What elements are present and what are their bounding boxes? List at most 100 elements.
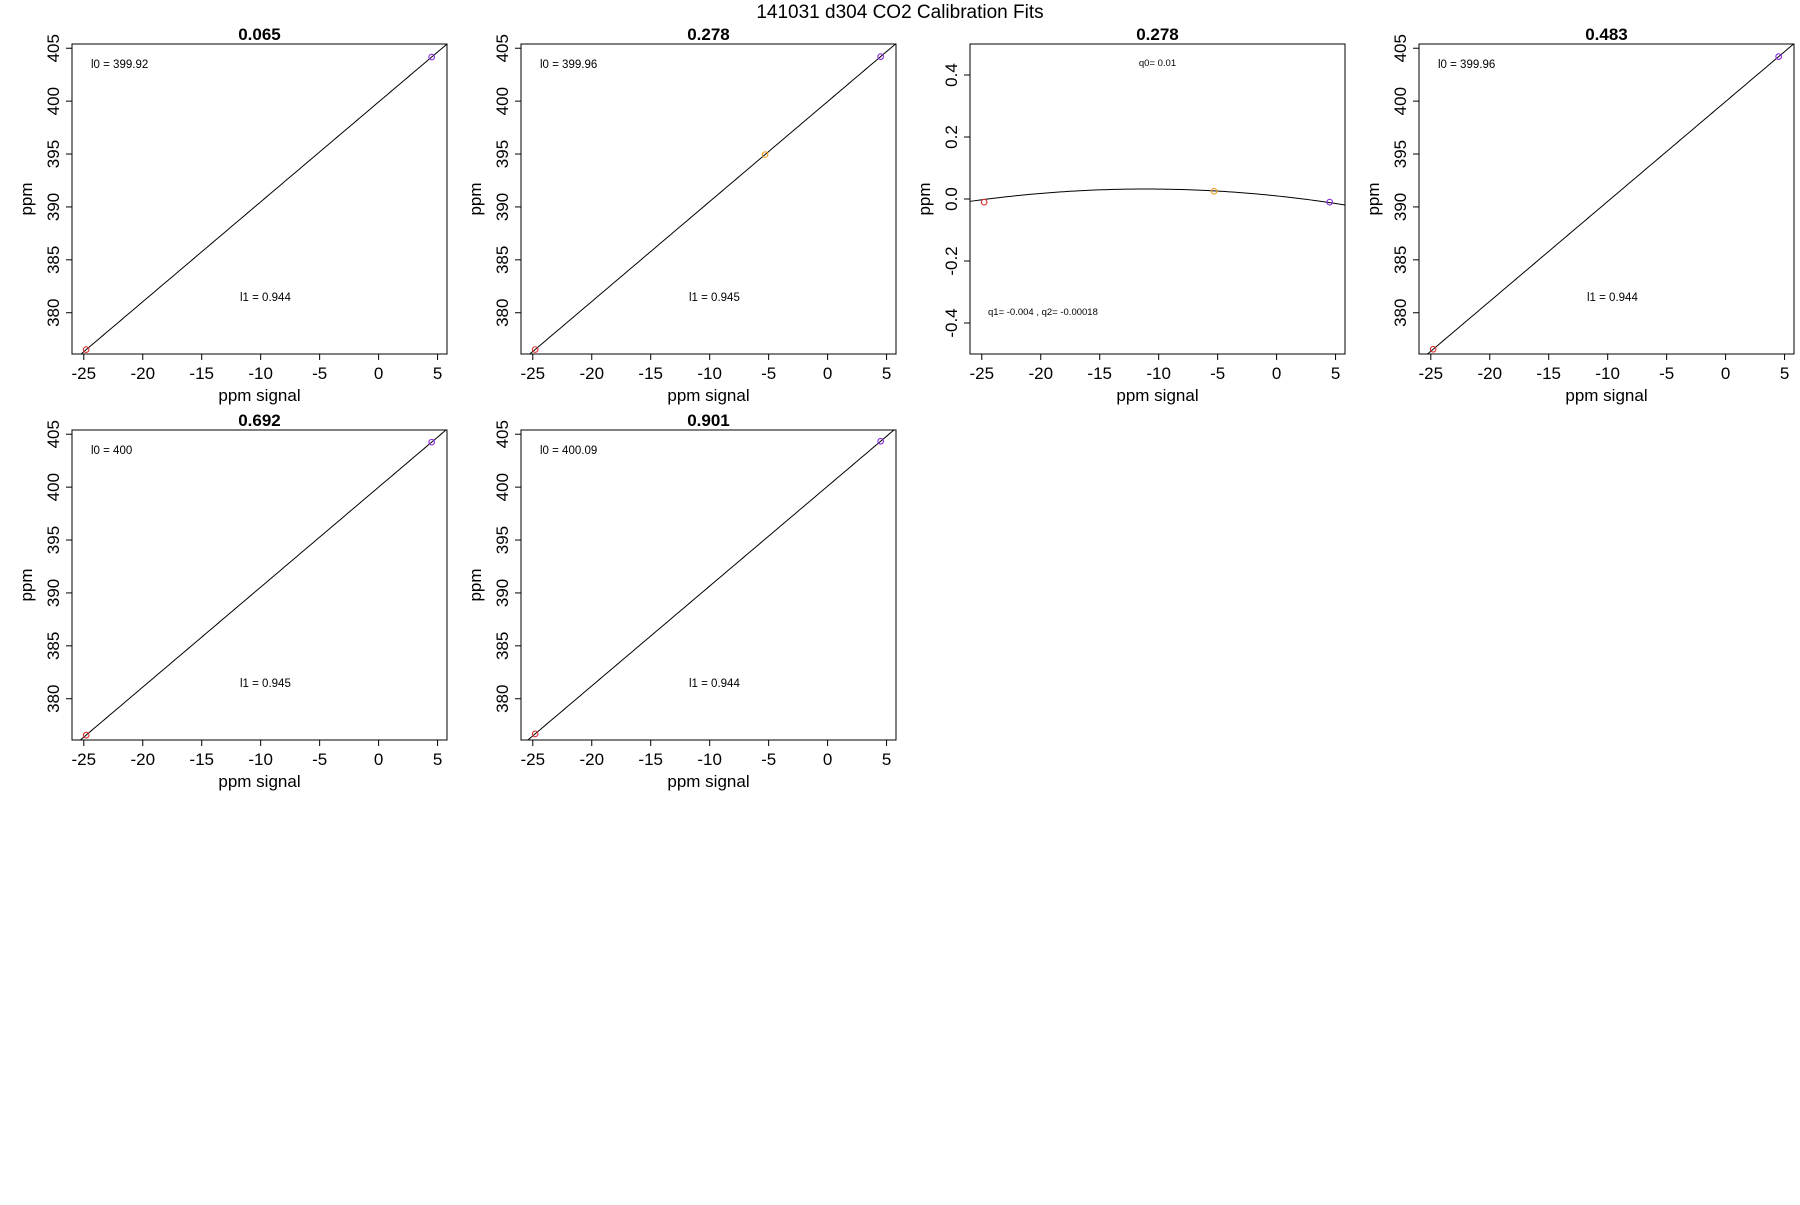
data-point-2 xyxy=(761,151,769,158)
x-tick-label: -10 xyxy=(1146,364,1171,383)
x-tick-label: -10 xyxy=(697,364,722,383)
fit-line xyxy=(1426,44,1794,354)
panel-3: 0.278 -25 -20 -15 -10 -5 0 5 ppm signal -0.4 -0.2 0… xyxy=(915,25,1346,405)
data-point-2 xyxy=(428,438,436,446)
plot-frame xyxy=(1418,43,1795,355)
slope-annotation: l1 = 0.944 xyxy=(689,678,740,690)
y-tick-label: -0.2 xyxy=(942,246,961,275)
q1-q2-annotation: q1= -0.004 , q2= -0.00018 xyxy=(988,307,1098,318)
y-tick-label: 0.4 xyxy=(942,63,961,87)
x-tick-label: -25 xyxy=(72,364,97,383)
x-axis-label: ppm signal xyxy=(667,772,749,791)
panel-1: 0.065 -25 -20 -15 -10 -5 0 5 ppm signal 380 385 390… xyxy=(17,25,448,405)
y-tick-label: 405 xyxy=(493,420,512,448)
y-tick-label: 395 xyxy=(44,140,63,168)
plot-frame xyxy=(520,43,897,355)
x-tick-label: -5 xyxy=(1659,364,1674,383)
data-point-1 xyxy=(531,346,539,353)
data-point-1 xyxy=(980,198,988,206)
panel-title: 0.692 xyxy=(238,411,281,430)
x-axis-label: ppm signal xyxy=(1565,386,1647,405)
panel-title: 0.278 xyxy=(687,25,730,44)
data-point-2 xyxy=(877,437,885,445)
y-axis-label: ppm xyxy=(17,182,36,215)
y-tick-label: 405 xyxy=(44,420,63,448)
x-tick-label: -5 xyxy=(761,750,776,769)
x-tick-label: -15 xyxy=(1087,364,1112,383)
x-tick-label: -25 xyxy=(521,750,546,769)
data-point-1 xyxy=(531,730,539,738)
x-tick-label: -20 xyxy=(579,750,604,769)
data-point-1 xyxy=(1429,345,1437,353)
panel-title: 0.901 xyxy=(687,411,730,430)
y-tick-label: 385 xyxy=(1391,246,1410,274)
x-tick-label: 0 xyxy=(1272,364,1281,383)
x-tick-label: 5 xyxy=(882,364,891,383)
x-axis-label: ppm signal xyxy=(667,386,749,405)
x-tick-label: 0 xyxy=(823,750,832,769)
y-tick-label: 380 xyxy=(493,299,512,327)
y-tick-label: 0.2 xyxy=(942,125,961,149)
x-tick-label: 5 xyxy=(882,750,891,769)
y-tick-label: 400 xyxy=(44,473,63,501)
x-tick-label: -15 xyxy=(189,364,214,383)
fit-line xyxy=(80,44,447,354)
y-tick-label: 385 xyxy=(493,246,512,274)
intercept-annotation: l0 = 399.96 xyxy=(1438,59,1495,71)
y-tick-label: 405 xyxy=(493,34,512,62)
intercept-annotation: l0 = 399.92 xyxy=(91,59,148,71)
data-point-3 xyxy=(1326,198,1334,206)
x-tick-label: -5 xyxy=(1210,364,1225,383)
x-tick-label: -15 xyxy=(638,364,663,383)
fit-line xyxy=(527,430,895,740)
y-tick-label: 395 xyxy=(493,140,512,168)
y-tick-label: 380 xyxy=(1391,299,1410,327)
y-tick-label: 380 xyxy=(44,299,63,327)
slope-annotation: l1 = 0.944 xyxy=(1587,292,1638,304)
slope-annotation: l1 = 0.944 xyxy=(240,292,291,304)
x-tick-label: -20 xyxy=(130,750,155,769)
y-tick-label: 400 xyxy=(493,473,512,501)
plot-frame xyxy=(71,43,448,355)
y-axis-label: ppm xyxy=(466,568,485,601)
x-tick-label: 5 xyxy=(433,364,442,383)
x-tick-label: -25 xyxy=(1419,364,1444,383)
data-point-1 xyxy=(82,731,90,739)
fit-line xyxy=(529,44,896,354)
data-point-1 xyxy=(82,346,90,354)
intercept-annotation: l0 = 400.09 xyxy=(540,445,597,457)
intercept-annotation: l0 = 400 xyxy=(91,445,132,457)
y-tick-label: 395 xyxy=(493,526,512,554)
x-tick-label: -5 xyxy=(761,364,776,383)
data-point-2 xyxy=(1210,187,1218,195)
x-tick-label: -20 xyxy=(579,364,604,383)
x-tick-label: -25 xyxy=(970,364,995,383)
y-tick-label: 390 xyxy=(493,193,512,221)
x-tick-label: 5 xyxy=(1780,364,1789,383)
x-tick-label: -20 xyxy=(130,364,155,383)
y-tick-label: 400 xyxy=(44,87,63,115)
y-axis-label: ppm xyxy=(1364,182,1383,215)
x-tick-label: -5 xyxy=(312,364,327,383)
y-tick-label: 390 xyxy=(493,579,512,607)
x-tick-label: -20 xyxy=(1028,364,1053,383)
x-tick-label: -10 xyxy=(248,364,273,383)
y-tick-label: 405 xyxy=(44,34,63,62)
y-tick-label: 380 xyxy=(44,685,63,713)
y-tick-label: 400 xyxy=(493,87,512,115)
data-point-2 xyxy=(428,53,436,61)
x-tick-label: -15 xyxy=(189,750,214,769)
x-axis-label: ppm signal xyxy=(218,386,300,405)
data-point-2 xyxy=(1775,53,1783,60)
data-point-3 xyxy=(877,53,885,60)
x-tick-label: 0 xyxy=(1721,364,1730,383)
x-tick-label: -15 xyxy=(638,750,663,769)
x-tick-label: -10 xyxy=(697,750,722,769)
fit-line xyxy=(970,188,1345,206)
y-tick-label: -0.4 xyxy=(942,308,961,337)
x-tick-label: 0 xyxy=(374,750,383,769)
x-tick-label: -20 xyxy=(1477,364,1502,383)
x-tick-label: -10 xyxy=(1595,364,1620,383)
